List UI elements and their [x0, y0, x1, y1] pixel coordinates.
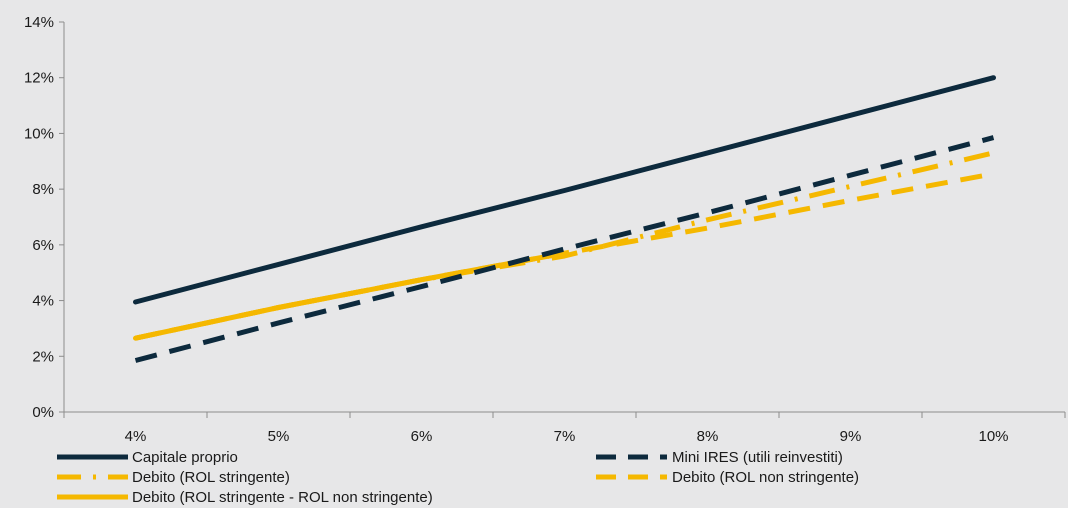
series-line-4	[133, 250, 567, 341]
y-tick-label: 4%	[32, 293, 54, 310]
y-tick-label: 12%	[24, 70, 54, 87]
y-tick-label: 10%	[24, 125, 54, 142]
series-line-0	[133, 75, 996, 305]
legend-label-0: Capitale proprio	[132, 449, 238, 466]
x-tick-label: 5%	[268, 428, 290, 445]
series-line-1	[134, 135, 995, 363]
legend-label-4: Debito (ROL stringente - ROL non stringe…	[132, 489, 433, 506]
axes: 0% 2% 4% 6% 8% 10% 12% 14% 4% 5% 6% 7% 8% 9% 10%	[24, 14, 1066, 445]
legend-label-2: Debito (ROL stringente)	[132, 469, 290, 486]
x-tick-label: 10%	[978, 428, 1008, 445]
y-tick-label: 0%	[32, 404, 54, 421]
y-tick-label: 8%	[32, 181, 54, 198]
legend: Capitale proprio Mini IRES (utili reinves…	[57, 449, 859, 506]
x-tick-label: 8%	[697, 428, 719, 445]
legend-label-1: Mini IRES (utili reinvestiti)	[672, 449, 843, 466]
series-layer	[133, 75, 996, 363]
y-tick-label: 2%	[32, 348, 54, 365]
x-tick-label: 9%	[840, 428, 862, 445]
y-tick-label: 6%	[32, 237, 54, 254]
x-tick-label: 6%	[411, 428, 433, 445]
legend-label-3: Debito (ROL non stringente)	[672, 469, 859, 486]
x-tick-label: 7%	[554, 428, 576, 445]
x-tick-label: 4%	[125, 428, 147, 445]
y-tick-label: 14%	[24, 14, 54, 31]
